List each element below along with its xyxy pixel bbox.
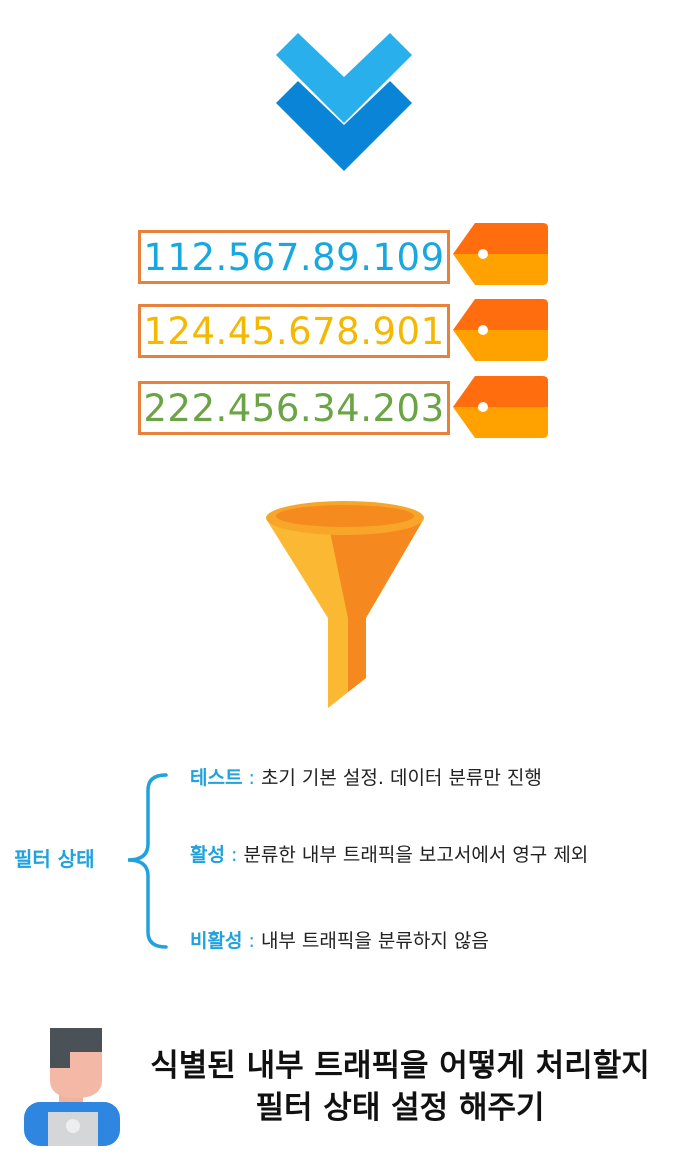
status-key: 활성 — [190, 844, 225, 866]
footer-line-1: 식별된 내부 트래픽을 어떻게 처리할지 — [150, 1048, 650, 1084]
price-tag-icon — [453, 376, 548, 438]
status-key: 테스트 — [190, 767, 243, 789]
status-separator: : — [242, 930, 261, 952]
double-chevron-down-icon — [276, 33, 412, 171]
ip-address-box: 222.456.34.203 — [138, 381, 450, 435]
status-item-inactive: 비활성 : 내부 트래픽을 분류하지 않음 — [190, 926, 489, 953]
ip-address-text: 222.456.34.203 — [143, 386, 445, 430]
ip-address-text: 112.567.89.109 — [143, 235, 445, 279]
price-tag-icon — [453, 223, 548, 285]
status-desc: 내부 트래픽을 분류하지 않음 — [260, 930, 489, 952]
status-separator: : — [224, 844, 244, 866]
ip-address-text: 124.45.678.901 — [143, 309, 445, 353]
status-item-active: 활성 : 분류한 내부 트래픽을 보고서에서 영구 제외 — [190, 840, 588, 867]
status-separator: : — [242, 767, 261, 789]
brace-icon — [127, 773, 168, 949]
price-tag-icon — [453, 299, 548, 361]
status-desc: 초기 기본 설정. 데이터 분류만 진행 — [260, 767, 542, 789]
status-item-test: 테스트 : 초기 기본 설정. 데이터 분류만 진행 — [190, 763, 542, 790]
person-laptop-icon — [24, 1028, 120, 1146]
filter-status-label: 필터 상태 — [14, 847, 95, 871]
status-desc: 분류한 내부 트래픽을 보고서에서 영구 제외 — [243, 844, 589, 866]
ip-address-box: 124.45.678.901 — [138, 304, 450, 358]
status-key: 비활성 — [190, 930, 243, 952]
ip-address-box: 112.567.89.109 — [138, 230, 450, 284]
footer-text: 식별된 내부 트래픽을 어떻게 처리할지 필터 상태 설정 해주기 — [130, 1045, 670, 1129]
funnel-icon — [266, 501, 424, 708]
footer-line-2: 필터 상태 설정 해주기 — [255, 1090, 545, 1126]
